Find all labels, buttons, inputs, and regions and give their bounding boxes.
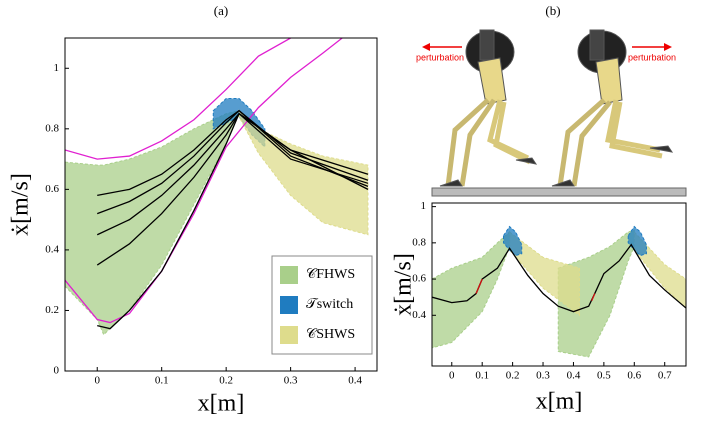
y-tick-label: 1 [54,62,60,74]
robot-illustration [422,29,687,197]
region [432,230,511,349]
legend-swatch [280,266,298,284]
legend-swatch [280,326,298,344]
x-tick-label: 0.4 [348,375,362,387]
region [212,98,266,149]
x-tick-label: 0.1 [475,370,489,382]
line [97,112,369,330]
x-tick-label: 0.2 [219,375,233,387]
panel-title: (b) [545,3,560,18]
line [432,243,686,313]
x-tick-label: 0.3 [536,370,550,382]
x-tick-label: 0 [449,370,455,382]
y-tick-label: 1 [421,200,427,212]
y-axis-label: ẋ[m/s] [8,173,34,236]
ground [431,187,687,197]
annotation: perturbation [628,52,676,62]
x-tick-label: 0.1 [155,375,169,387]
plot-frame [64,37,378,372]
line [65,38,343,324]
line [96,112,369,266]
y-tick-label: 0.6 [45,183,59,195]
plot-area [432,225,686,358]
legend-label: 𝒞SHWS [306,327,355,342]
y-axis-label: ẋ[m/s] [391,253,417,316]
robot-left [439,29,538,187]
x-tick-label: 0.6 [627,370,641,382]
legend-label: 𝒞FHWS [306,267,355,282]
perturbation-arrows [422,43,672,51]
y-tick-label: 0.4 [45,243,59,255]
legend-swatch [280,296,298,314]
plot-area [65,38,369,336]
y-tick-label: 0.4 [412,309,426,321]
x-axis-label: x[m] [536,389,583,415]
y-tick-label: 0.6 [412,273,426,285]
line [475,278,596,302]
panel-title: (a) [214,3,228,18]
x-tick-label: 0.4 [567,370,581,382]
annotation: perturbation [416,52,464,62]
x-tick-label: 0.2 [506,370,520,382]
legend-label: 𝒯switch [306,297,353,312]
region [509,230,581,317]
x-tick-label: 0.5 [597,370,611,382]
line [97,109,369,197]
region [502,225,523,257]
line [65,38,291,160]
x-tick-label: 0 [94,375,100,387]
region [238,109,369,236]
x-tick-label: 0.7 [658,370,672,382]
plot-frame [431,202,687,367]
y-tick-label: 0 [54,365,60,377]
y-tick-label: 0.8 [412,236,426,248]
y-tick-label: 0.8 [45,122,59,134]
line [97,109,369,215]
x-axis-label: x[m] [198,391,245,417]
y-tick-label: 0.2 [45,304,59,316]
robot-right [551,29,674,187]
x-tick-label: 0.3 [284,375,298,387]
